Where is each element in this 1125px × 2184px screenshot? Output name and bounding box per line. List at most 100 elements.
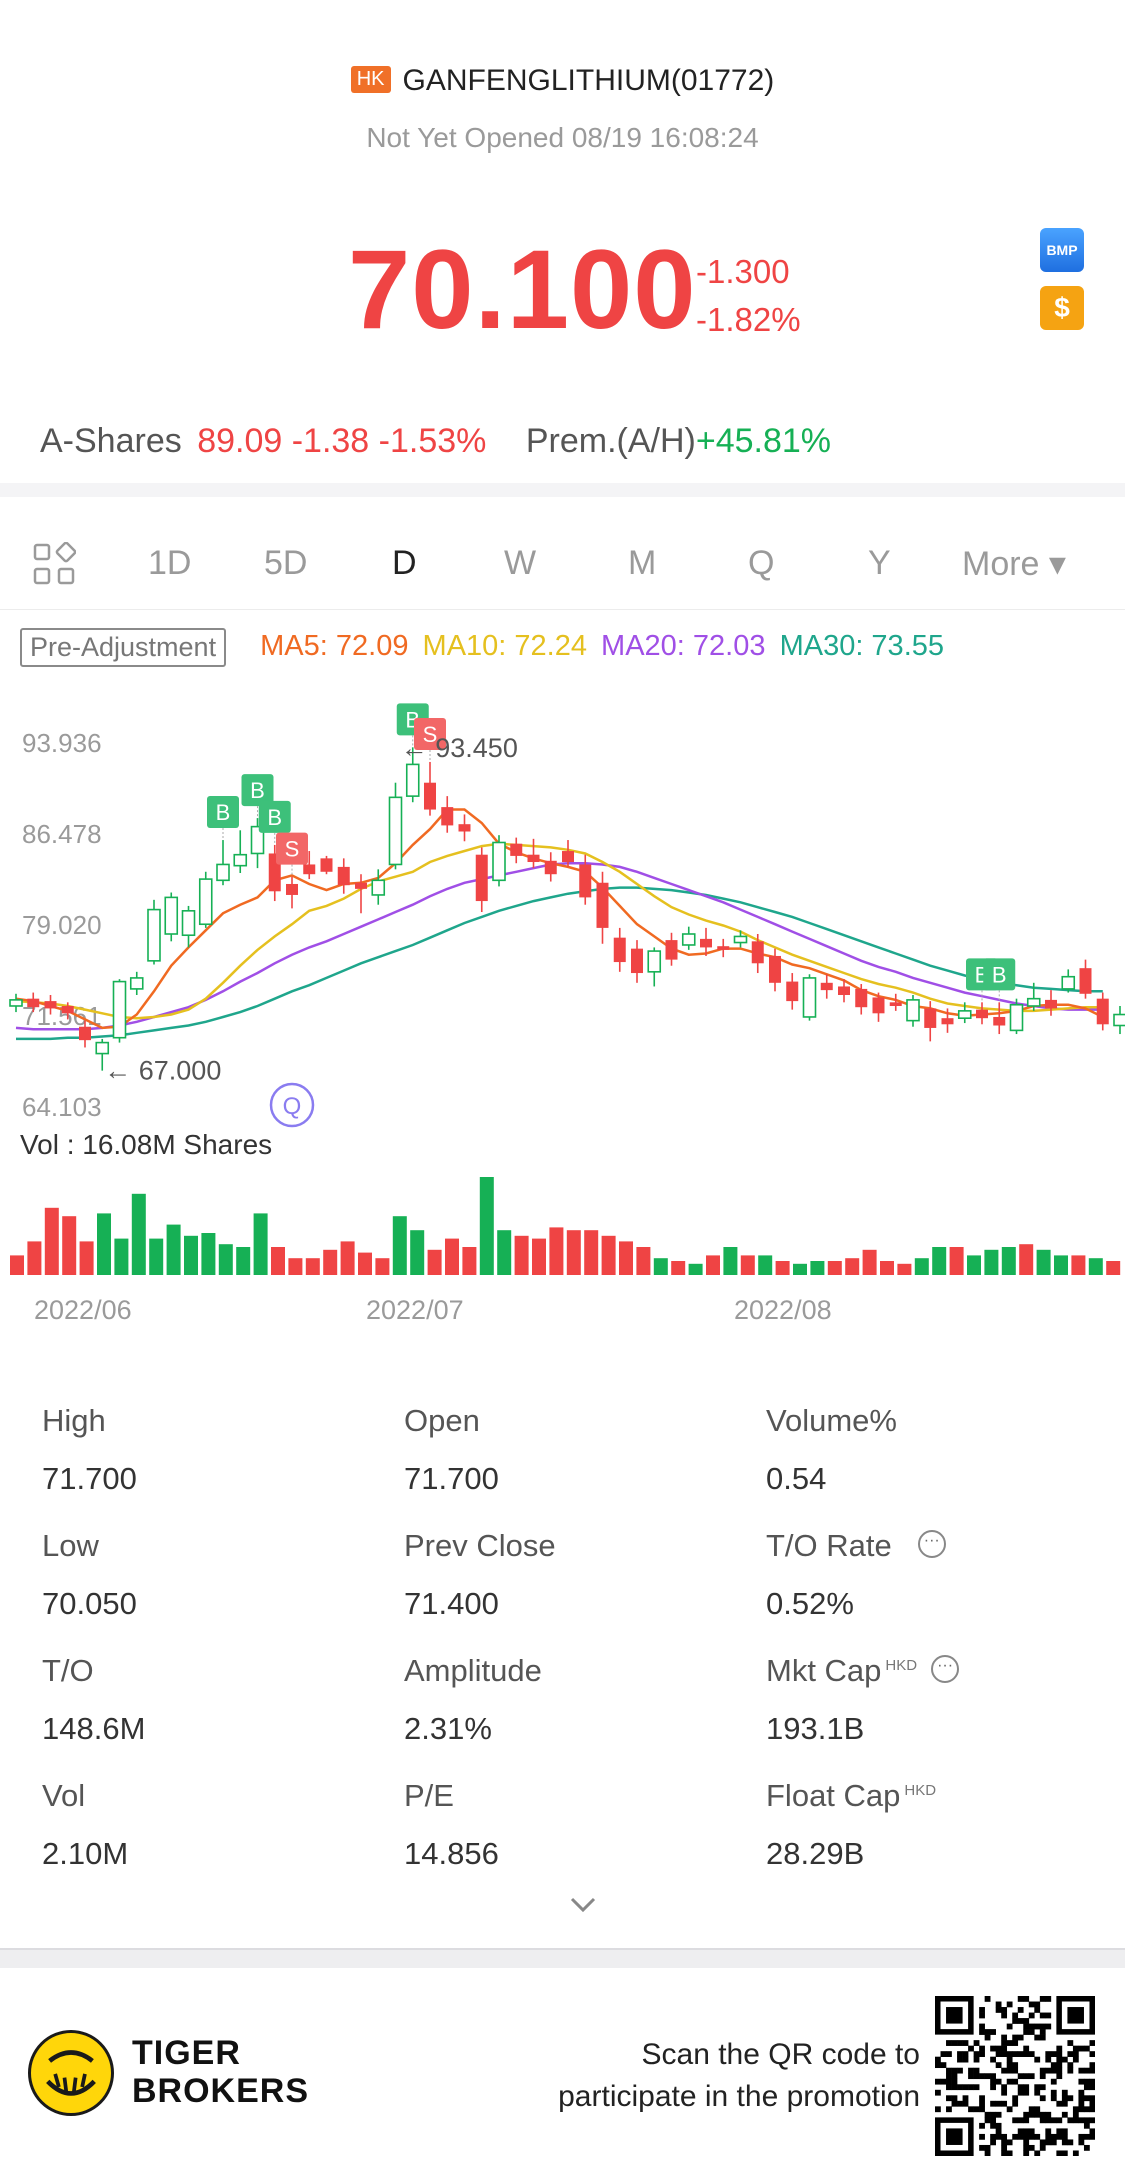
qr-module (1012, 2133, 1019, 2140)
qr-module (1083, 2106, 1090, 2113)
volume-bar (793, 1263, 807, 1275)
volume-bar (288, 1258, 303, 1275)
tab-more[interactable]: More ▾ (962, 545, 1066, 583)
stat-label: T/O (42, 1653, 94, 1688)
qr-module (1017, 2133, 1024, 2140)
qr-module (984, 2111, 991, 2118)
volume-bar (706, 1255, 720, 1275)
qr-module (1023, 2029, 1030, 2035)
qr-module (957, 2040, 963, 2046)
qr-module (1067, 2051, 1074, 2057)
qr-module (1028, 2012, 1035, 2019)
change-percent: -1.82% (696, 301, 801, 338)
signal-label: B (267, 805, 282, 830)
qr-module (1034, 2056, 1041, 2063)
stat-value: 14.856 (404, 1836, 499, 1871)
qr-module (1012, 2062, 1019, 2069)
qr-module (1039, 2029, 1046, 2035)
qr-module (1012, 2095, 1019, 2102)
qr-module (1061, 2133, 1068, 2140)
more-info-icon[interactable]: ··· (917, 1529, 946, 1558)
candle-body (371, 879, 386, 896)
qr-module (1089, 2051, 1095, 2057)
qr-module (951, 2040, 958, 2046)
stat-label: Volume% (766, 1403, 897, 1438)
candle-body (820, 982, 833, 991)
tab-d[interactable]: D (392, 544, 417, 582)
qr-module (995, 2007, 1002, 2013)
stat-label: P/E (404, 1778, 454, 1813)
qr-module (1017, 2117, 1024, 2124)
tab-5d[interactable]: 5D (264, 544, 308, 582)
qr-module (951, 2100, 958, 2107)
tab-1d[interactable]: 1D (148, 544, 192, 582)
candle-body (129, 977, 144, 990)
qr-module (984, 2073, 991, 2080)
qr-module (984, 2034, 991, 2041)
candle-body (993, 1016, 1006, 1026)
qr-finder (946, 2128, 963, 2145)
candle-body (665, 940, 678, 960)
premium-label: Prem.(A/H) (525, 422, 696, 460)
qr-module (1039, 2012, 1046, 2019)
qr-module (1056, 2051, 1063, 2057)
y-tick-label: 93.936 (22, 728, 102, 758)
volume-bar (305, 1258, 320, 1275)
chevron-down-icon[interactable] (568, 1895, 598, 1915)
market-badge: HK (350, 65, 391, 93)
dollar-icon[interactable]: $ (1040, 286, 1084, 330)
qr-module (995, 2078, 1002, 2085)
volume-bar (619, 1241, 633, 1275)
layout-grid-icon[interactable] (32, 542, 76, 586)
qr-module (979, 2144, 985, 2151)
qr-module (979, 2122, 985, 2129)
volume-bar (497, 1230, 512, 1275)
qr-module (1083, 2133, 1090, 2140)
volume-bar (114, 1238, 129, 1275)
stat-value: 2.10M (42, 1836, 129, 1871)
qr-module (979, 2023, 985, 2030)
volume-bar (410, 1230, 425, 1275)
pre-adjustment-button[interactable]: Pre-Adjustment (20, 628, 227, 667)
qr-module (995, 2062, 1002, 2069)
stock-title: GANFENGLITHIUM(01772) (402, 64, 775, 97)
qr-module (1006, 2078, 1013, 2085)
qr-module (1039, 2067, 1046, 2074)
qr-module (973, 2073, 980, 2080)
qr-module (1039, 2023, 1046, 2030)
qr-module (1050, 2133, 1057, 2140)
stat-label: T/O Rate (766, 1528, 892, 1563)
qr-module (1083, 2078, 1090, 2085)
tab-m[interactable]: M (628, 544, 657, 582)
more-info-icon[interactable]: ··· (931, 1654, 960, 1683)
volume-bar (79, 1241, 94, 1275)
price-change: -1.300 -1.82% (696, 248, 801, 344)
qr-module (1089, 2062, 1095, 2069)
qr-module (1001, 2100, 1008, 2107)
qr-module (1050, 2051, 1057, 2057)
qr-module (1089, 2067, 1095, 2074)
qr-module (984, 1996, 991, 2002)
candle-body (786, 981, 799, 1002)
qr-module (1078, 2078, 1085, 2085)
tab-w[interactable]: W (504, 544, 537, 582)
stat-float-cap: Float Cap HKD 28.29B (766, 1778, 1086, 1872)
qr-module (1072, 2106, 1079, 2113)
qr-module (946, 2078, 952, 2085)
qr-module (1012, 2018, 1019, 2024)
qr-module (1039, 2144, 1046, 2151)
tab-y[interactable]: Y (868, 544, 891, 582)
qr-module (990, 2029, 996, 2035)
qr-module (990, 2100, 996, 2107)
qr-module (940, 2051, 947, 2057)
candle-body (112, 980, 127, 1039)
qr-module (1083, 2117, 1090, 2124)
qr-module (1061, 2089, 1068, 2096)
bmp-icon[interactable]: BMP (1040, 228, 1084, 272)
qr-module (1001, 2133, 1008, 2140)
candle-body (838, 986, 850, 996)
qr-module (995, 2133, 1002, 2140)
candle-body (647, 950, 662, 973)
tab-q[interactable]: Q (748, 544, 775, 582)
